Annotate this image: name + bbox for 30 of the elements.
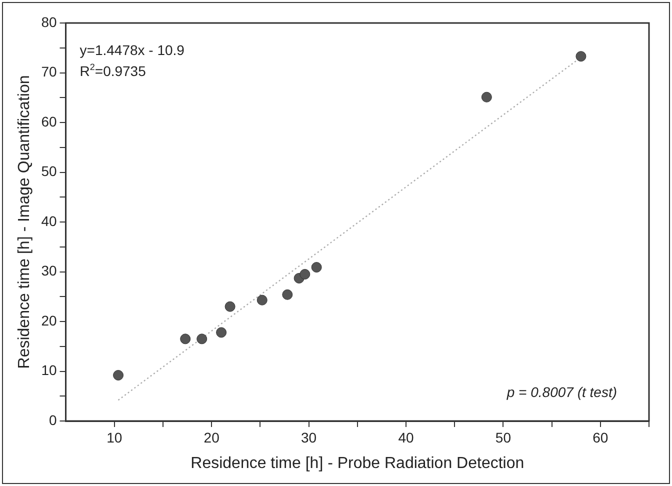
- y-tick-label: 30: [41, 262, 57, 279]
- point: [481, 92, 492, 102]
- point: [256, 294, 268, 306]
- y-tick-label: 50: [41, 163, 57, 180]
- point: [113, 370, 124, 380]
- x-tick-label: 30: [300, 429, 317, 446]
- point: [311, 262, 322, 273]
- x-axis-title: Residence time [h] - Probe Radiation Detection: [190, 454, 524, 472]
- point: [282, 289, 293, 300]
- y-tick-label: 40: [41, 212, 57, 229]
- y-tick-label: 20: [41, 312, 57, 328]
- y-tick-label: 80: [41, 14, 57, 30]
- point: [196, 334, 208, 344]
- y-tick-label: 70: [41, 64, 57, 80]
- point: [224, 301, 236, 312]
- y-tick-label: 60: [41, 113, 57, 130]
- y-axis-title: Residence time [h] - Image Quantification: [16, 75, 34, 369]
- annotation: y=1.4478x - 10.9: [80, 42, 185, 58]
- point: [576, 51, 586, 62]
- point: [300, 268, 310, 280]
- point: [216, 327, 227, 338]
- x-tick-label: 20: [204, 429, 220, 446]
- x-tick-label: 50: [495, 429, 512, 446]
- x-tick-label: 10: [106, 429, 122, 446]
- y-tick-label: 10: [41, 362, 57, 378]
- x-tick-label: 60: [592, 429, 608, 446]
- x-tick-label: 40: [398, 429, 414, 446]
- y-tick-label: 0: [48, 412, 57, 428]
- annotation: p = 0.8007 (t test): [506, 384, 617, 400]
- point: [180, 334, 191, 344]
